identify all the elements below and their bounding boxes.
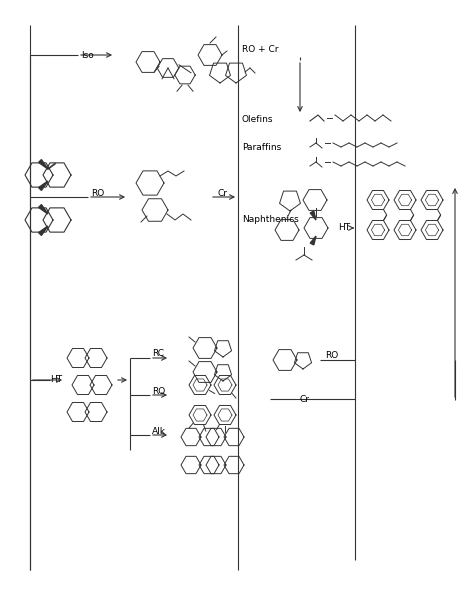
Text: Naphthenics: Naphthenics (242, 215, 299, 224)
Text: RC: RC (152, 349, 164, 358)
Text: HT: HT (338, 223, 350, 232)
Text: Cr: Cr (218, 188, 228, 197)
Text: Iso: Iso (81, 50, 94, 59)
Text: RO + Cr: RO + Cr (242, 46, 279, 55)
Text: Paraffins: Paraffins (242, 142, 281, 151)
Polygon shape (310, 211, 316, 220)
Polygon shape (38, 205, 48, 214)
Text: Cr: Cr (300, 395, 310, 403)
Polygon shape (38, 160, 48, 169)
Polygon shape (310, 236, 316, 245)
Text: Olefins: Olefins (242, 115, 273, 124)
Text: HT: HT (50, 376, 62, 385)
Text: Alk: Alk (152, 427, 166, 436)
Text: RO: RO (152, 386, 165, 395)
Text: RO: RO (325, 352, 338, 361)
Polygon shape (38, 226, 48, 235)
Polygon shape (38, 181, 48, 190)
Text: RO: RO (91, 190, 104, 199)
